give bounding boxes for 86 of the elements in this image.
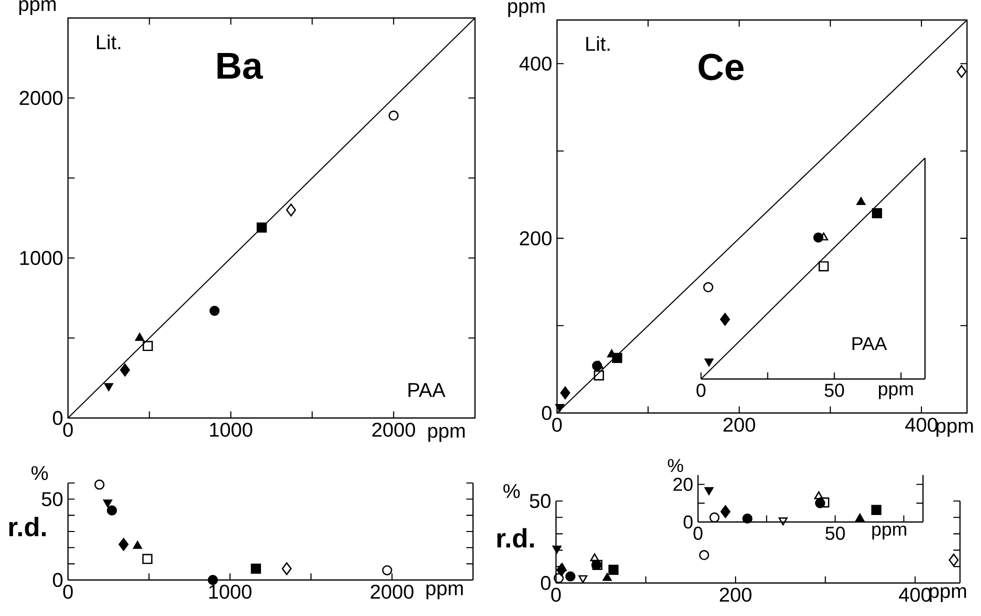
y-tick-label: 0 — [52, 572, 63, 588]
x-axis-title: PAA — [408, 383, 446, 397]
point — [209, 306, 220, 316]
point — [388, 110, 399, 121]
y-tick-label: 50 — [530, 494, 550, 508]
y-tick-label: 20 — [673, 478, 693, 491]
point — [133, 540, 142, 549]
point — [142, 554, 152, 564]
annotation: ppm — [872, 526, 906, 540]
text: ppm — [930, 587, 966, 602]
point — [856, 197, 866, 206]
y-tick-label: 400 — [519, 56, 552, 71]
x-tick-label: 400 — [898, 588, 931, 602]
y-tick-label: 50 — [42, 492, 62, 506]
point — [720, 505, 730, 518]
point — [118, 538, 129, 551]
point — [720, 312, 730, 326]
x-tick-label: 2000 — [370, 584, 414, 599]
point — [742, 514, 752, 524]
y-axis-title: Lit. — [97, 34, 120, 50]
x-axis-title: PAA — [852, 337, 887, 350]
point — [814, 491, 824, 500]
point — [256, 222, 267, 233]
y-tick-label: 1000 — [20, 250, 62, 266]
point — [286, 204, 296, 216]
x-tick-label: 200 — [724, 418, 756, 432]
text: ppm — [936, 422, 973, 437]
point — [590, 553, 600, 562]
point — [819, 497, 830, 508]
point — [699, 550, 710, 560]
y-tick-label: 0 — [542, 406, 552, 420]
point — [104, 383, 114, 392]
point — [778, 517, 788, 526]
x-tick-label: 400 — [905, 418, 938, 432]
text: ppm — [426, 584, 463, 600]
x-tick-label: 0 — [551, 588, 561, 602]
annotation: ppm — [878, 385, 913, 400]
point — [704, 358, 714, 366]
text: % — [503, 484, 520, 498]
point — [250, 564, 261, 574]
point — [612, 352, 622, 364]
point — [558, 563, 567, 572]
point — [103, 500, 112, 508]
point — [818, 261, 829, 272]
y-tick-label: 2000 — [20, 90, 62, 106]
point — [608, 564, 619, 575]
point — [709, 512, 720, 523]
point — [565, 571, 576, 582]
x-tick-label: 0 — [552, 418, 562, 432]
point — [872, 208, 882, 218]
x-tick-label: 1000 — [209, 584, 252, 599]
text: Ce — [698, 54, 744, 80]
text: % — [31, 466, 48, 480]
point — [106, 505, 117, 516]
point — [704, 487, 714, 496]
x-tick-label: 2000 — [372, 422, 416, 437]
point — [948, 554, 959, 566]
y-tick-label: 200 — [520, 231, 552, 246]
point — [554, 572, 564, 584]
x-tick-label: 1000 — [210, 422, 252, 437]
y-axis-title: r.d. — [9, 516, 46, 536]
point — [703, 282, 714, 292]
y-axis-title: Lit. — [586, 36, 610, 51]
point — [555, 404, 564, 412]
point — [552, 546, 562, 554]
x-tick-label: 0 — [63, 584, 73, 599]
x-tick-label: 0 — [63, 422, 73, 437]
point — [142, 340, 153, 352]
point — [282, 562, 292, 576]
point — [208, 574, 218, 586]
text: % — [668, 458, 684, 472]
point — [560, 386, 570, 400]
text: ppm — [508, 2, 545, 18]
text: ppm — [428, 426, 465, 442]
point — [135, 332, 144, 341]
point — [871, 504, 882, 516]
point — [855, 514, 864, 522]
text: Ba — [218, 52, 264, 80]
point — [578, 575, 588, 584]
point — [594, 370, 604, 381]
y-axis-title: r.d. — [497, 528, 534, 548]
point — [602, 572, 612, 581]
point — [94, 480, 105, 490]
text: ppm — [19, 0, 56, 16]
point — [120, 364, 130, 376]
x-tick-label: 200 — [720, 588, 752, 602]
